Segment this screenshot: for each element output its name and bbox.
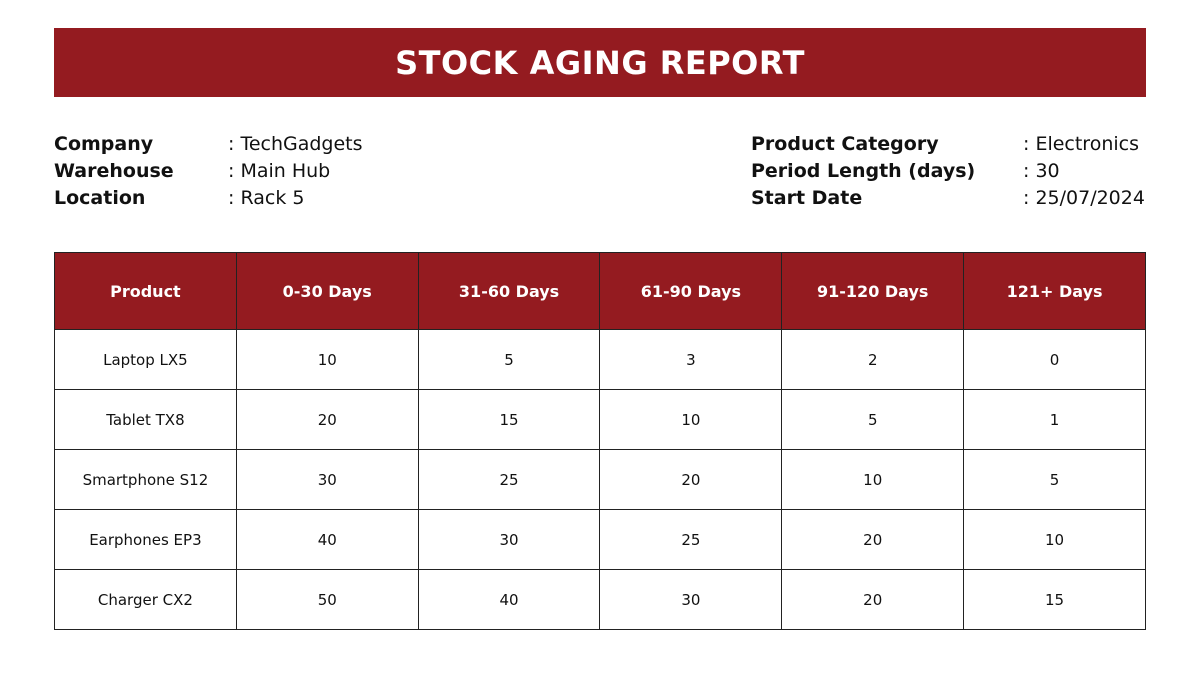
table-cell: 25 (599, 509, 783, 570)
table-cell: 5 (963, 449, 1146, 510)
table-cell: 20 (235, 389, 419, 450)
table-cell: 30 (599, 569, 783, 630)
info-value-warehouse: : Main Hub (228, 159, 331, 182)
table-cell: 5 (781, 389, 965, 450)
info-value-start-date: : 25/07/2024 (1023, 186, 1145, 209)
info-row-start-date: Start Date : 25/07/2024 (751, 184, 1145, 211)
table-row: Earphones EP3 40 30 25 20 10 (54, 509, 1146, 570)
table-cell: Tablet TX8 (54, 389, 237, 450)
table-header: Product 0-30 Days 31-60 Days 61-90 Days … (54, 252, 1146, 330)
table-cell: 20 (781, 569, 965, 630)
info-row-period-length: Period Length (days) : 30 (751, 157, 1145, 184)
table-cell: 30 (235, 449, 419, 510)
info-value-period-length: : 30 (1023, 159, 1060, 182)
table-cell: 10 (781, 449, 965, 510)
info-row-company: Company : TechGadgets (54, 130, 363, 157)
stock-aging-table: Product 0-30 Days 31-60 Days 61-90 Days … (54, 252, 1146, 630)
table-row: Laptop LX5 10 5 3 2 0 (54, 329, 1146, 390)
table-cell: 20 (599, 449, 783, 510)
report-title: STOCK AGING REPORT (395, 43, 805, 82)
header-cell: 61-90 Days (599, 252, 783, 330)
table-cell: 3 (599, 329, 783, 390)
table-cell: 10 (599, 389, 783, 450)
table-cell: 15 (417, 389, 601, 450)
info-label-period-length: Period Length (days) (751, 159, 976, 182)
info-value-location: : Rack 5 (228, 186, 305, 209)
table-cell: 40 (235, 509, 419, 570)
table-cell: 15 (963, 569, 1146, 630)
table-cell: Laptop LX5 (54, 329, 237, 390)
table-cell: 25 (417, 449, 601, 510)
table-cell: 5 (417, 329, 601, 390)
report-title-bar: STOCK AGING REPORT (54, 28, 1146, 97)
table-cell: 10 (235, 329, 419, 390)
table-cell: 0 (963, 329, 1146, 390)
header-cell: 91-120 Days (781, 252, 965, 330)
report-info-right: Product Category : Electronics Period Le… (751, 130, 1145, 211)
info-row-location: Location : Rack 5 (54, 184, 363, 211)
info-label-warehouse: Warehouse (54, 159, 174, 182)
info-row-warehouse: Warehouse : Main Hub (54, 157, 363, 184)
table-cell: 20 (781, 509, 965, 570)
info-value-product-category: : Electronics (1023, 132, 1139, 155)
table-row: Tablet TX8 20 15 10 5 1 (54, 389, 1146, 450)
info-label-start-date: Start Date (751, 186, 863, 209)
header-cell: 31-60 Days (417, 252, 601, 330)
table-body: Laptop LX5 10 5 3 2 0 Tablet TX8 20 15 1… (54, 329, 1146, 630)
table-cell: Charger CX2 (54, 569, 237, 630)
table-cell: 2 (781, 329, 965, 390)
header-cell: Product (54, 252, 237, 330)
info-label-product-category: Product Category (751, 132, 939, 155)
info-label-location: Location (54, 186, 146, 209)
table-cell: 10 (963, 509, 1146, 570)
info-label-company: Company (54, 132, 154, 155)
table-cell: 50 (235, 569, 419, 630)
table-cell: Smartphone S12 (54, 449, 237, 510)
table-row: Smartphone S12 30 25 20 10 5 (54, 449, 1146, 510)
header-cell: 0-30 Days (235, 252, 419, 330)
table-cell: 30 (417, 509, 601, 570)
table-row: Charger CX2 50 40 30 20 15 (54, 569, 1146, 630)
info-value-company: : TechGadgets (228, 132, 363, 155)
table-header-row: Product 0-30 Days 31-60 Days 61-90 Days … (54, 252, 1146, 330)
info-row-product-category: Product Category : Electronics (751, 130, 1145, 157)
table-cell: 40 (417, 569, 601, 630)
header-cell: 121+ Days (963, 252, 1146, 330)
table-cell: Earphones EP3 (54, 509, 237, 570)
report-info-left: Company : TechGadgets Warehouse : Main H… (54, 130, 363, 211)
table-cell: 1 (963, 389, 1146, 450)
